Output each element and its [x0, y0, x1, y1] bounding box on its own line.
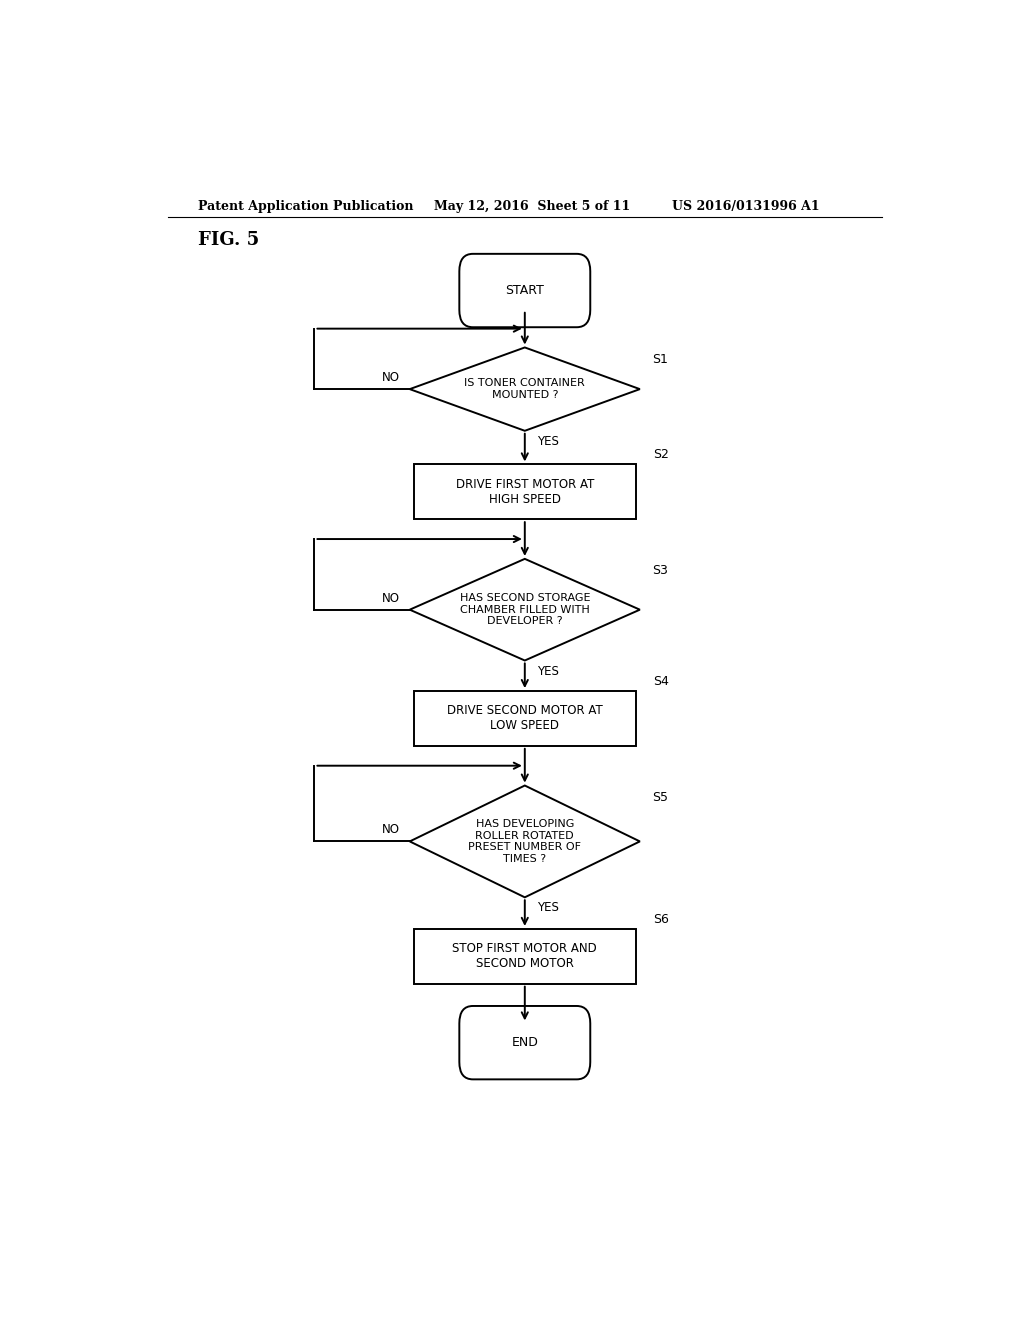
Text: S4: S4 — [653, 675, 670, 688]
Text: IS TONER CONTAINER
MOUNTED ?: IS TONER CONTAINER MOUNTED ? — [465, 379, 585, 400]
FancyBboxPatch shape — [460, 253, 590, 327]
Text: US 2016/0131996 A1: US 2016/0131996 A1 — [672, 199, 819, 213]
Text: May 12, 2016  Sheet 5 of 11: May 12, 2016 Sheet 5 of 11 — [433, 199, 630, 213]
Text: YES: YES — [537, 434, 558, 447]
Text: HAS DEVELOPING
ROLLER ROTATED
PRESET NUMBER OF
TIMES ?: HAS DEVELOPING ROLLER ROTATED PRESET NUM… — [468, 818, 582, 863]
Text: DRIVE FIRST MOTOR AT
HIGH SPEED: DRIVE FIRST MOTOR AT HIGH SPEED — [456, 478, 594, 506]
Text: END: END — [511, 1036, 539, 1049]
Polygon shape — [410, 558, 640, 660]
Text: YES: YES — [537, 664, 558, 677]
Polygon shape — [410, 347, 640, 430]
Bar — [414, 929, 636, 983]
Text: S2: S2 — [653, 449, 670, 461]
FancyBboxPatch shape — [460, 1006, 590, 1080]
Text: NO: NO — [382, 371, 400, 384]
Text: DRIVE SECOND MOTOR AT
LOW SPEED: DRIVE SECOND MOTOR AT LOW SPEED — [446, 705, 603, 733]
Text: NO: NO — [382, 824, 400, 837]
Bar — [414, 690, 636, 746]
Text: NO: NO — [382, 591, 400, 605]
Text: S1: S1 — [652, 352, 668, 366]
Text: HAS SECOND STORAGE
CHAMBER FILLED WITH
DEVELOPER ?: HAS SECOND STORAGE CHAMBER FILLED WITH D… — [460, 593, 590, 626]
Text: S6: S6 — [653, 913, 670, 925]
Text: STOP FIRST MOTOR AND
SECOND MOTOR: STOP FIRST MOTOR AND SECOND MOTOR — [453, 942, 597, 970]
Text: S5: S5 — [652, 791, 668, 804]
Text: S3: S3 — [652, 564, 668, 577]
Bar — [414, 465, 636, 519]
Polygon shape — [410, 785, 640, 898]
Text: YES: YES — [537, 902, 558, 915]
Text: FIG. 5: FIG. 5 — [198, 231, 259, 248]
Text: Patent Application Publication: Patent Application Publication — [198, 199, 414, 213]
Text: START: START — [506, 284, 544, 297]
